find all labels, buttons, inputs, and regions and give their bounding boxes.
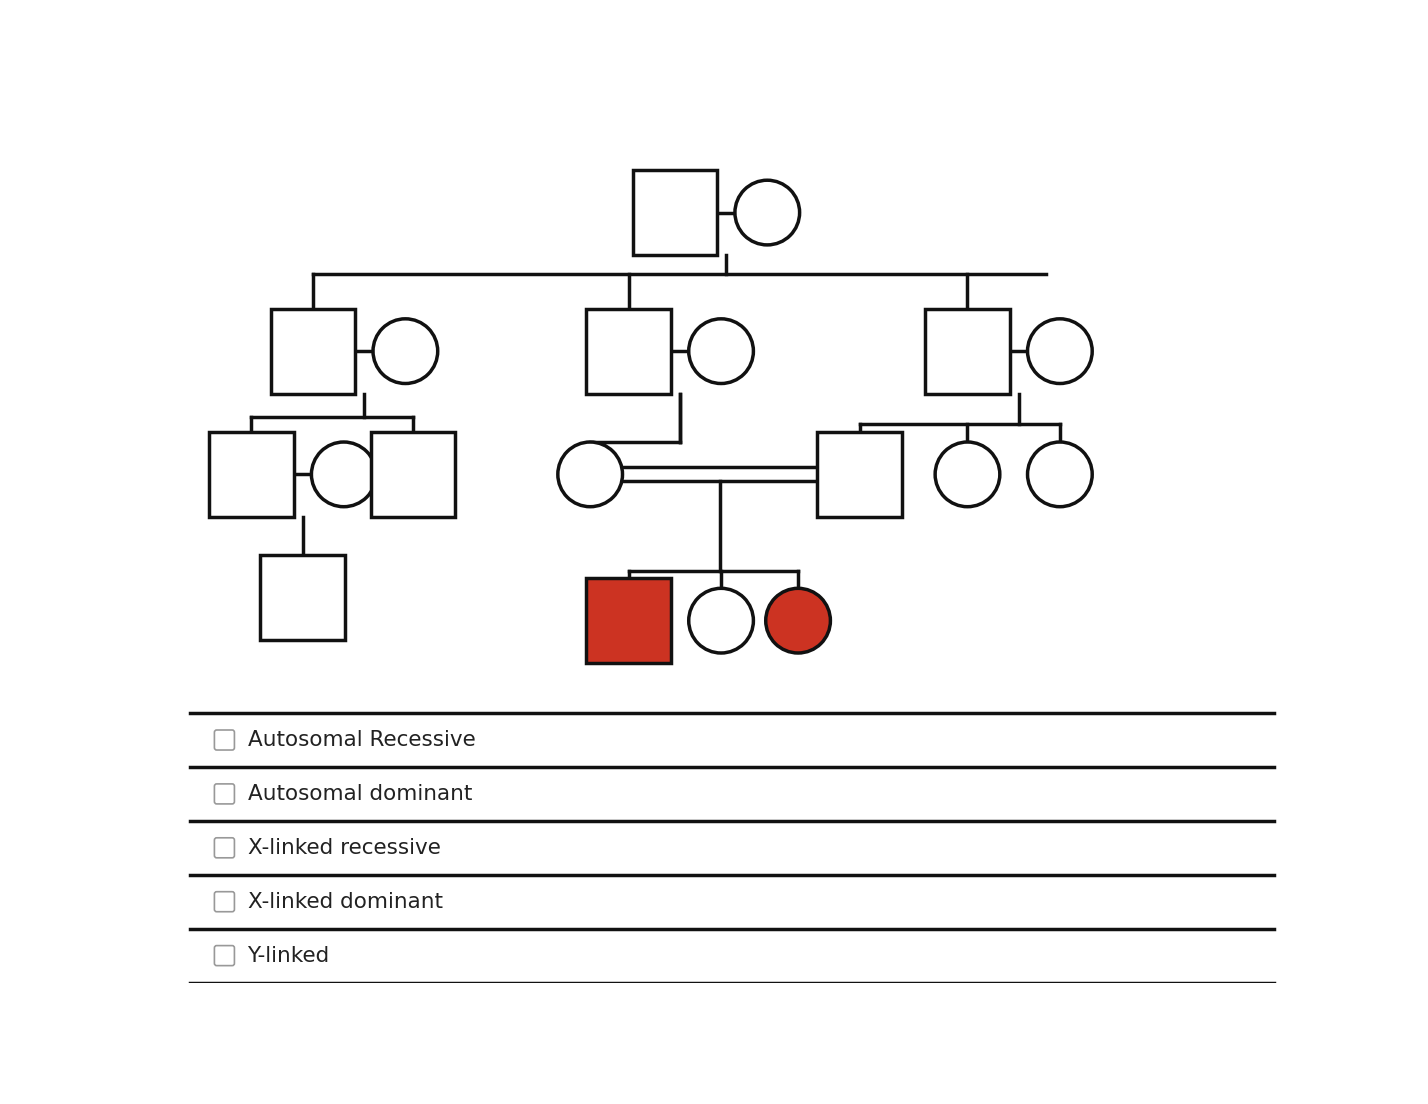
Bar — [260, 555, 346, 640]
Circle shape — [1028, 442, 1092, 507]
Text: X-linked recessive: X-linked recessive — [247, 838, 440, 858]
Bar — [208, 432, 294, 517]
Text: Y-linked: Y-linked — [247, 946, 330, 966]
Circle shape — [735, 180, 800, 245]
FancyBboxPatch shape — [214, 784, 234, 804]
Bar — [271, 309, 356, 393]
Circle shape — [558, 442, 623, 507]
Bar — [925, 309, 1010, 393]
FancyBboxPatch shape — [214, 892, 234, 912]
Bar — [587, 578, 671, 664]
Text: X-linked dominant: X-linked dominant — [247, 892, 443, 912]
Circle shape — [688, 319, 754, 383]
Bar — [371, 432, 456, 517]
Bar — [587, 309, 671, 393]
Bar — [817, 432, 902, 517]
Bar — [633, 170, 717, 255]
Circle shape — [765, 588, 831, 652]
Circle shape — [311, 442, 376, 507]
Text: Autosomal Recessive: Autosomal Recessive — [247, 730, 476, 750]
Circle shape — [688, 588, 754, 652]
Text: Autosomal dominant: Autosomal dominant — [247, 784, 471, 804]
Circle shape — [1028, 319, 1092, 383]
FancyBboxPatch shape — [214, 838, 234, 858]
FancyBboxPatch shape — [214, 946, 234, 966]
Circle shape — [935, 442, 1000, 507]
Circle shape — [373, 319, 438, 383]
FancyBboxPatch shape — [214, 730, 234, 750]
